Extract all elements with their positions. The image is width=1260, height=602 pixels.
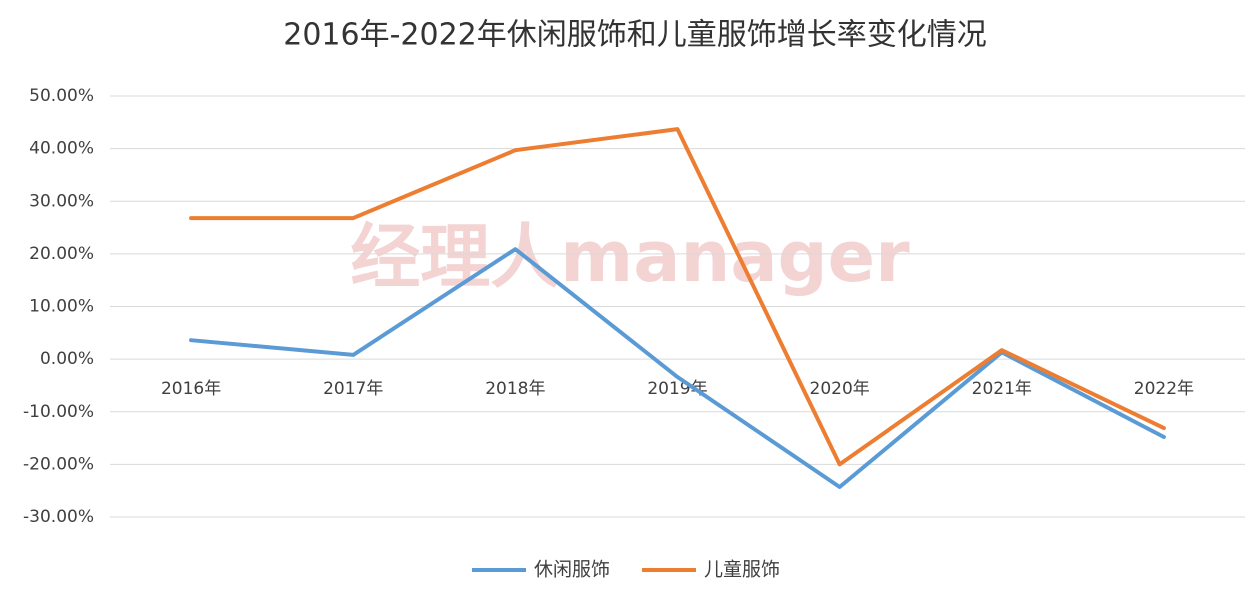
- y-tick-label: 0.00%: [40, 349, 94, 369]
- y-tick-label: 10.00%: [29, 297, 94, 317]
- legend-label: 儿童服饰: [704, 559, 780, 581]
- chart-title: 2016年-2022年休闲服饰和儿童服饰增长率变化情况: [283, 18, 987, 53]
- x-tick-label: 2022年: [1134, 379, 1194, 399]
- x-tick-label: 2021年: [972, 379, 1032, 399]
- x-tick-label: 2018年: [485, 379, 545, 399]
- watermark: 经理人manager: [350, 216, 910, 298]
- y-tick-label: -10.00%: [23, 402, 94, 422]
- y-tick-label: 40.00%: [29, 139, 94, 159]
- x-tick-label: 2017年: [323, 379, 383, 399]
- x-tick-label: 2020年: [810, 379, 870, 399]
- line-series: [189, 127, 1166, 467]
- y-tick-label: -20.00%: [23, 454, 94, 474]
- y-tick-label: 30.00%: [29, 191, 94, 211]
- legend-label: 休闲服饰: [534, 559, 610, 581]
- x-tick-label: 2016年: [161, 379, 221, 399]
- y-tick-label: -30.00%: [23, 507, 94, 527]
- x-tick-label: 2019年: [647, 379, 707, 399]
- y-tick-label: 50.00%: [29, 86, 94, 106]
- y-tick-label: 20.00%: [29, 244, 94, 264]
